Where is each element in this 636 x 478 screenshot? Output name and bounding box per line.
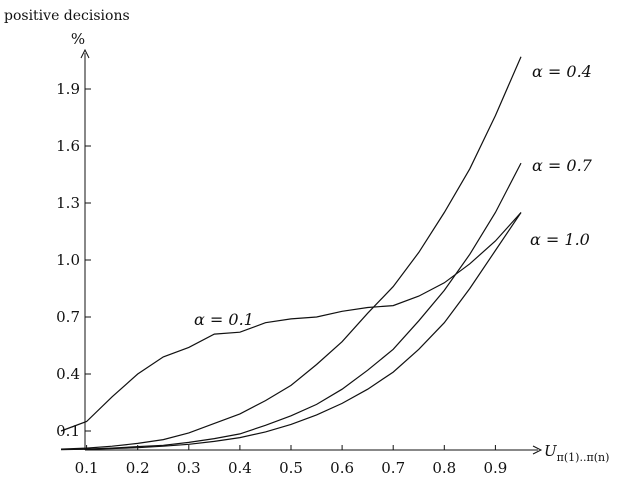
y-tick-label: 1.0 [56, 251, 80, 269]
series-group [60, 56, 522, 451]
x-tick-label: 0.5 [279, 459, 303, 477]
y-tick-label: 0.7 [56, 308, 80, 326]
series-line [60, 162, 522, 450]
x-tick-label: 0.7 [381, 459, 405, 477]
x-tick-label: 0.9 [483, 459, 507, 477]
x-axis-label: Uπ(1)..π(n) [544, 442, 609, 464]
series-label: α = 0.1 [194, 310, 254, 329]
series-label: α = 1.0 [530, 230, 590, 249]
series-line [60, 212, 522, 432]
x-tick-label: 0.6 [330, 459, 354, 477]
series-label: α = 0.4 [532, 62, 592, 81]
x-tick-label: 0.2 [126, 459, 150, 477]
y-axis-arrow [80, 48, 90, 59]
series-line [60, 56, 522, 450]
y-tick-label: 1.6 [56, 137, 80, 155]
x-tick-label: 0.8 [432, 459, 456, 477]
x-axis-label-main: U [544, 442, 558, 460]
series-label: α = 0.7 [532, 156, 593, 175]
y-axis-title: positive decisions [4, 8, 130, 24]
x-ticks: 0.1 0.2 0.3 0.4 0.5 0.6 0.7 0.8 0.9 [75, 445, 507, 477]
y-axis-unit: % [71, 30, 85, 48]
x-tick-label: 0.4 [228, 459, 252, 477]
x-tick-label: 0.1 [75, 459, 99, 477]
x-axis-arrow [532, 445, 543, 455]
y-ticks: 0.10.40.71.01.31.61.9 [56, 80, 91, 440]
y-tick-label: 0.4 [56, 365, 80, 383]
y-tick-label: 1.9 [56, 80, 80, 98]
x-tick-label: 0.3 [177, 459, 201, 477]
series-labels: α = 0.1 α = 0.4 α = 0.7 α = 1.0 [194, 62, 593, 329]
y-tick-label: 1.3 [56, 194, 80, 212]
series-line [60, 212, 522, 451]
x-axis-label-subscript: π(1)..π(n) [557, 451, 610, 464]
